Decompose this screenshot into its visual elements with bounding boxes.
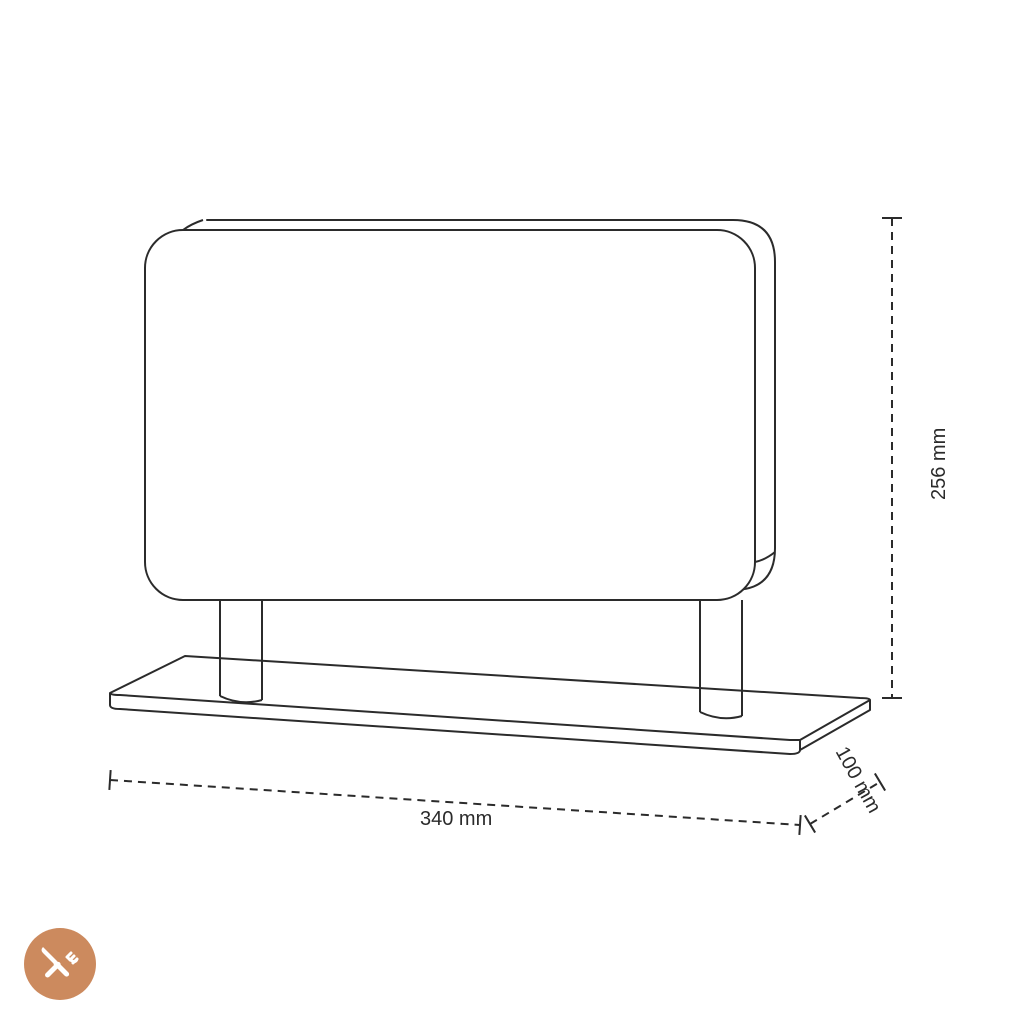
product-line-drawing xyxy=(0,0,1024,1024)
fork-knife-crossed-icon xyxy=(37,941,83,987)
food-safe-badge xyxy=(24,928,96,1000)
width-dimension-label: 340 mm xyxy=(420,808,492,831)
diagram-canvas: 256 mm 340 mm 100 mm xyxy=(0,0,1024,1024)
height-dimension-label: 256 mm xyxy=(928,428,951,500)
